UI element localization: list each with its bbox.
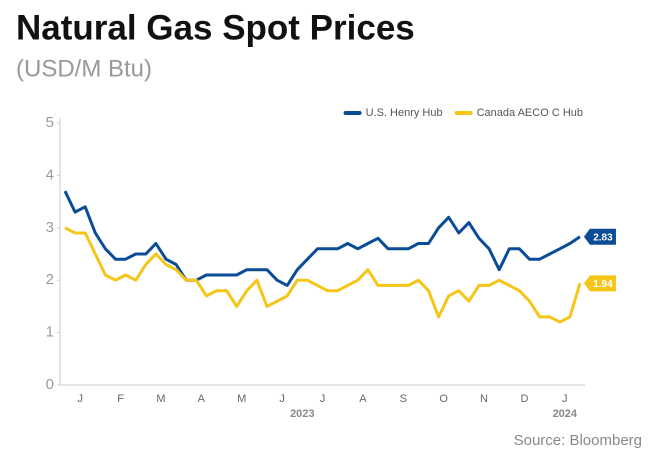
year-label: 2023 bbox=[290, 408, 314, 420]
chart-subtitle: (USD/M Btu) bbox=[16, 55, 152, 82]
y-tick-label: 0 bbox=[46, 376, 54, 393]
end-tag bbox=[583, 228, 616, 245]
x-tick-label: D bbox=[520, 393, 528, 405]
series-line bbox=[63, 190, 581, 287]
chart-title: Natural Gas Spot Prices bbox=[16, 8, 415, 47]
x-tick-label: F bbox=[117, 393, 124, 405]
y-tick-label: 3 bbox=[46, 219, 54, 236]
y-tick-label: 4 bbox=[46, 166, 54, 183]
x-tick-label: J bbox=[320, 393, 326, 405]
x-tick-label: N bbox=[480, 393, 488, 405]
x-tick-label: A bbox=[198, 393, 206, 405]
x-tick-label: M bbox=[237, 393, 246, 405]
end-label: 1.94 bbox=[593, 279, 613, 290]
x-tick-label: J bbox=[279, 393, 285, 405]
legend-label: Canada AECO C Hub bbox=[477, 107, 583, 119]
x-tick-label: O bbox=[439, 393, 448, 405]
x-tick-label: A bbox=[359, 393, 367, 405]
x-tick-label: M bbox=[156, 393, 165, 405]
x-tick-label: S bbox=[400, 393, 407, 405]
end-tag bbox=[583, 275, 616, 292]
y-tick-label: 5 bbox=[46, 114, 54, 131]
year-label: 2024 bbox=[553, 408, 578, 420]
x-tick-label: J bbox=[77, 393, 83, 405]
end-label: 2.83 bbox=[593, 232, 613, 243]
legend-label: U.S. Henry Hub bbox=[366, 107, 443, 119]
y-tick-label: 2 bbox=[46, 271, 54, 288]
series-line bbox=[64, 226, 582, 324]
y-tick-label: 1 bbox=[46, 324, 54, 341]
source: Source: Bloomberg bbox=[514, 432, 642, 449]
x-tick-label: J bbox=[562, 393, 568, 405]
